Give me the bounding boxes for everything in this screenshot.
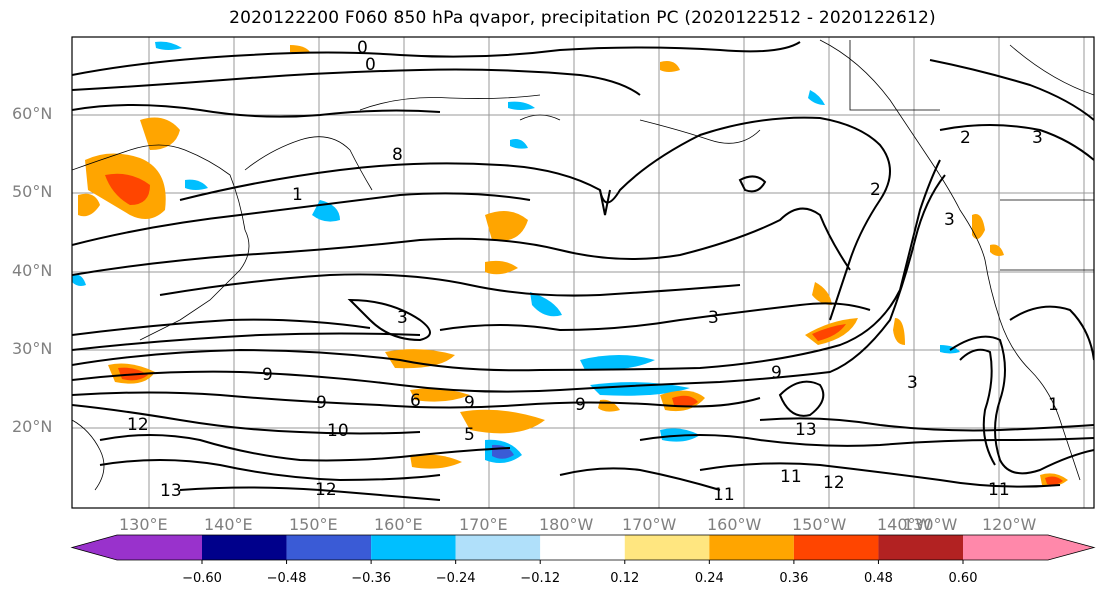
lon-label-140w: 140°W xyxy=(877,515,932,534)
contour-label: 13 xyxy=(795,420,817,440)
lon-label-170w: 170°W xyxy=(622,515,677,534)
colorbar-tick-label: 0.48 xyxy=(863,571,893,586)
map-plot-area: 0 0 1 2 2 3 3 3 3 8 9 9 9 9 9 10 11 11 1… xyxy=(72,37,1094,508)
lat-label-40n: 40°N xyxy=(12,261,53,280)
contour-label: 3 xyxy=(1032,128,1043,148)
lon-label-120w: 120°W xyxy=(982,515,1037,534)
colorbar-extend-low xyxy=(72,535,202,560)
lat-label-20n: 20°N xyxy=(12,417,53,436)
colorbar-outline xyxy=(70,534,1096,561)
colorbar-segment xyxy=(793,535,879,560)
colorbar-segment xyxy=(540,535,625,560)
contour-label: 3 xyxy=(907,373,918,393)
contour-label: 12 xyxy=(127,415,149,435)
lon-label-170e: 170°E xyxy=(459,515,508,534)
coastlines xyxy=(72,39,1094,491)
colorbar-tick-label: −0.36 xyxy=(351,571,392,586)
colorbar-segment xyxy=(878,535,963,560)
contour-label: 9 xyxy=(316,393,327,413)
contour-label: 3 xyxy=(397,308,408,328)
colorbar-tick-label: −0.12 xyxy=(520,571,561,586)
contour-label: 0 xyxy=(357,38,368,58)
precip-patch-siberia-core xyxy=(105,173,150,205)
contour-label: 9 xyxy=(262,365,273,385)
colorbar-segment xyxy=(286,535,372,560)
contour-labels: 0 0 1 2 2 3 3 3 3 8 9 9 9 9 9 10 11 11 1… xyxy=(127,38,1059,505)
lon-label-130e: 130°E xyxy=(119,515,168,534)
contour-label: 6 xyxy=(410,391,421,411)
contour-label: 3 xyxy=(708,308,719,328)
colorbar-tick-label: −0.24 xyxy=(435,571,476,586)
colorbar-tick-label: 0.12 xyxy=(610,571,640,586)
colorbar-tick-label: 0.24 xyxy=(694,571,724,586)
contour-label: 1 xyxy=(292,185,303,205)
contour-label: 2 xyxy=(960,128,971,148)
colorbar-tick-label: 0.36 xyxy=(779,571,809,586)
precip-shading xyxy=(72,41,1068,487)
colorbar-segment xyxy=(202,535,287,560)
lon-label-160w: 160°W xyxy=(707,515,762,534)
colorbar-tick-label: −0.60 xyxy=(182,571,222,586)
colorbar-segment xyxy=(371,535,456,560)
contour-label: 1 xyxy=(1048,395,1059,415)
lat-label-50n: 50°N xyxy=(12,182,53,201)
graticule xyxy=(72,37,1094,508)
colorbar-tick-label: −0.48 xyxy=(266,571,307,586)
contour-label: 2 xyxy=(870,180,881,200)
lon-label-130w: 130°W xyxy=(903,515,958,534)
lat-label-60n: 60°N xyxy=(12,104,53,123)
lon-label-180w: 180°W xyxy=(539,515,594,534)
lon-label-150w: 150°W xyxy=(792,515,847,534)
contour-label: 11 xyxy=(988,480,1010,500)
lon-label-150e: 150°E xyxy=(289,515,338,534)
contour-label: 9 xyxy=(575,395,586,415)
colorbar-tick-label: 0.60 xyxy=(948,571,978,586)
colorbar-segment xyxy=(709,535,794,560)
contour-label: 5 xyxy=(464,425,475,445)
contour-label: 11 xyxy=(713,485,735,505)
contour-label: 10 xyxy=(327,421,349,441)
colorbar-extend-high xyxy=(963,535,1094,560)
map-title: 2020122200 F060 850 hPa qvapor, precipit… xyxy=(229,8,936,28)
colorbar-segment xyxy=(455,535,541,560)
lon-label-160e: 160°E xyxy=(374,515,423,534)
contour-label: 3 xyxy=(944,210,955,230)
contour-label: 12 xyxy=(315,480,337,500)
contour-label: 8 xyxy=(392,145,403,165)
contour-label: 9 xyxy=(464,393,475,413)
colorbar-segment xyxy=(624,535,710,560)
lat-label-30n: 30°N xyxy=(12,339,53,358)
precip-patch-nw xyxy=(78,193,100,217)
lon-label-140e: 140°E xyxy=(204,515,253,534)
contour-label: 12 xyxy=(823,473,845,493)
contour-label: 11 xyxy=(780,467,802,487)
precip-patch-kamchatka xyxy=(140,117,180,150)
map-frame xyxy=(71,36,1095,509)
colorbar xyxy=(70,534,1096,564)
contour-label: 0 xyxy=(365,55,376,75)
qvapor-contours xyxy=(72,41,1094,501)
contour-label: 13 xyxy=(160,481,182,501)
contour-label: 9 xyxy=(771,363,782,383)
